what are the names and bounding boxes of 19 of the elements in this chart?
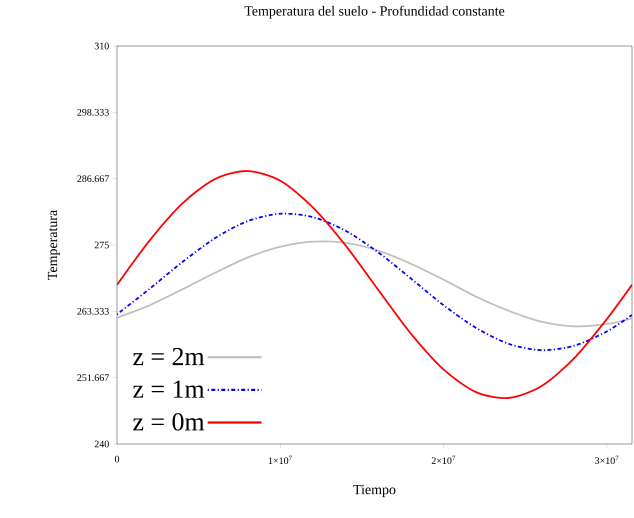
x-tick-label: 0: [114, 456, 120, 462]
legend-label: z = 1m: [133, 380, 204, 398]
y-tick-label: 298.333: [77, 108, 109, 116]
legend-label: z = 2m: [133, 348, 204, 366]
y-tick-label: 286.667: [77, 175, 109, 182]
y-tick-label: 240: [94, 440, 109, 448]
y-tick-label: 251.667: [77, 374, 109, 382]
x-tick-label: 1×10$^{7}$: [268, 456, 292, 464]
line-series: [117, 170, 632, 399]
x-tick-label: 3×10$^{7}$: [595, 456, 618, 464]
y-tick-label: 310: [94, 42, 109, 50]
y-tick-label: 275: [94, 242, 109, 248]
y-axis-title: Temperatura: [48, 210, 60, 280]
y-tick-label: 263.333: [77, 308, 109, 315]
chart-title: Temperatura del suelo - Profundidad constante: [244, 6, 504, 19]
legend-label: z = 0m: [133, 413, 204, 431]
x-tick-label: 2×10$^{7}$: [432, 456, 456, 464]
line-series: [117, 240, 632, 328]
x-axis-title: Tiempo: [353, 484, 396, 498]
